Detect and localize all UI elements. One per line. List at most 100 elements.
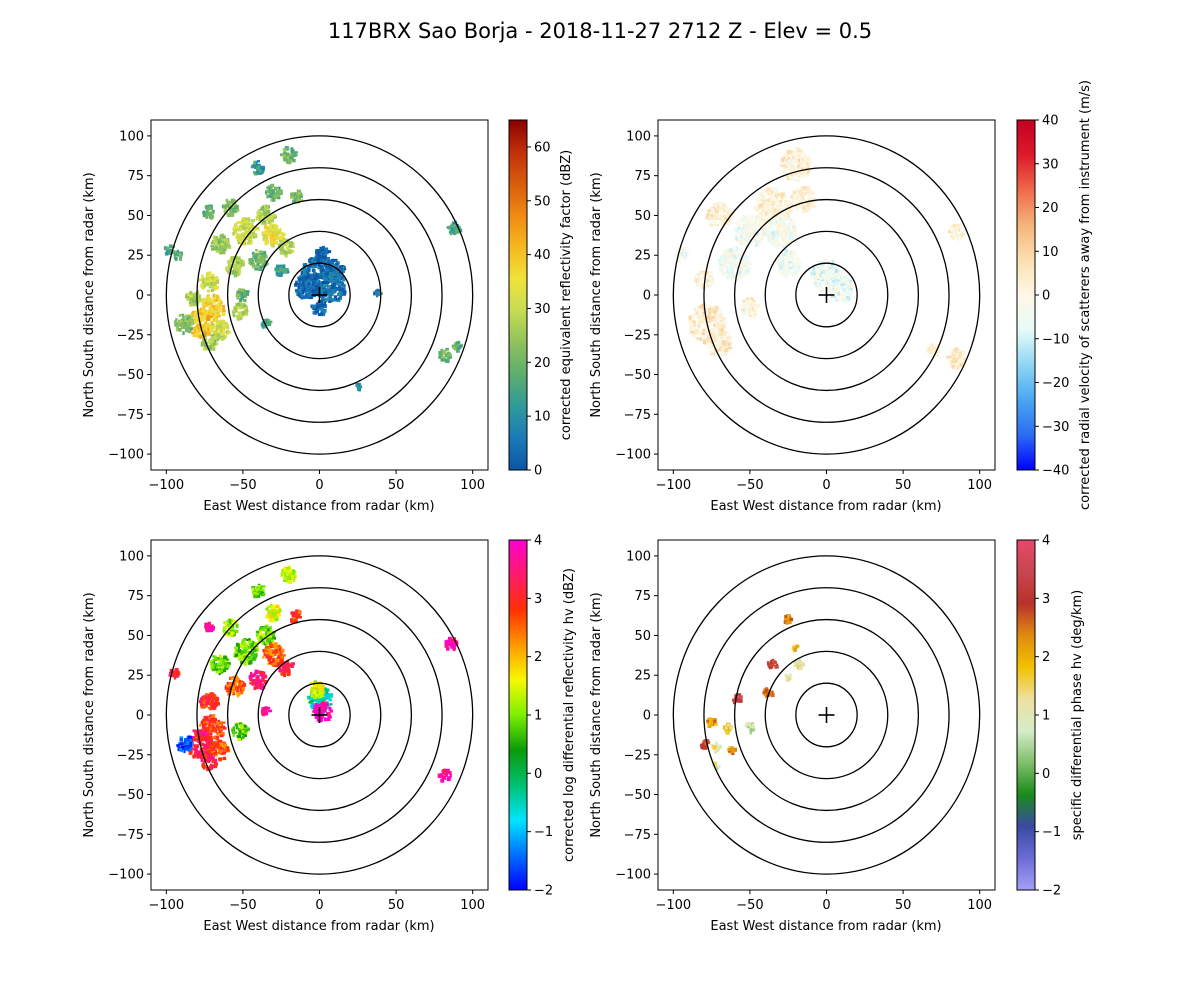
echo-cell	[176, 735, 194, 754]
range-ring	[733, 198, 920, 392]
colorbar-tick-label: 0	[1042, 767, 1050, 782]
y-tick-label: −25	[117, 328, 144, 343]
echo-cell	[274, 264, 290, 277]
y-tick-label: 25	[634, 249, 651, 264]
echo-cell	[231, 301, 249, 321]
colorbar-tick-label: −10	[1042, 332, 1069, 347]
echo-cell	[779, 147, 812, 182]
colorbar-tick-label: 10	[1042, 245, 1059, 260]
echo-cell	[290, 189, 304, 204]
echo-cell	[261, 222, 286, 248]
range-ring	[795, 262, 858, 328]
echo-cell	[744, 721, 756, 735]
x-tick-label: 50	[388, 898, 405, 913]
colorbar	[508, 119, 528, 471]
x-tick-label: 0	[822, 898, 830, 913]
colorbar-tick-label: −30	[1042, 420, 1069, 435]
range-ring	[196, 587, 443, 843]
echo-cell	[200, 753, 218, 772]
echo-cell	[783, 614, 794, 625]
colorbar-label: corrected equivalent reflectivity factor…	[559, 150, 574, 441]
y-tick-label: −50	[624, 788, 651, 803]
y-tick-label: 0	[643, 289, 651, 304]
colorbar-tick-label: 60	[534, 140, 551, 155]
echo-cell	[673, 247, 689, 263]
axis-ylabel: North South distance from radar (km)	[589, 592, 604, 837]
range-rings	[672, 135, 981, 455]
x-tick-label: 100	[967, 478, 992, 493]
range-rings	[165, 135, 474, 455]
echo-cell	[791, 644, 800, 653]
panel-differential-reflectivity: East West distance from radar (km) North…	[82, 568, 577, 934]
echo-cell	[260, 706, 273, 717]
echo-cell	[438, 347, 452, 363]
echo-cell	[209, 654, 231, 675]
x-tick-label: 50	[388, 478, 405, 493]
radar-echo-layer	[168, 565, 459, 783]
y-tick-label: −100	[615, 448, 651, 463]
range-ring	[764, 230, 889, 360]
echo-cell	[722, 722, 734, 735]
y-tick-label: 50	[127, 209, 144, 224]
range-rings	[672, 555, 981, 875]
echo-cell	[732, 693, 743, 705]
y-tick-label: 50	[127, 629, 144, 644]
echo-cell	[700, 739, 711, 750]
colorbar-tick-label: −2	[534, 884, 553, 899]
y-tick-label: 0	[643, 709, 651, 724]
echo-cell	[224, 675, 247, 698]
colorbar	[1016, 119, 1036, 471]
echo-cell	[233, 638, 259, 667]
y-tick-label: −25	[117, 748, 144, 763]
range-ring	[165, 135, 474, 455]
range-ring	[764, 650, 889, 780]
y-tick-label: −25	[624, 328, 651, 343]
echo-cell	[280, 565, 297, 584]
x-tick-label: 0	[315, 898, 323, 913]
y-tick-label: 0	[136, 709, 144, 724]
echo-cell	[174, 313, 195, 336]
echo-cell	[793, 658, 805, 671]
echo-cell	[198, 271, 220, 293]
echo-cell	[784, 673, 792, 682]
y-tick-label: −75	[117, 828, 144, 843]
echo-cell	[290, 609, 302, 624]
echo-cell	[232, 217, 260, 246]
range-ring	[733, 618, 920, 812]
radar-echo-layer	[163, 146, 463, 392]
y-tick-label: 50	[634, 629, 651, 644]
colorbar-tick-label: 3	[1042, 592, 1050, 607]
y-tick-label: −50	[117, 788, 144, 803]
echo-cell	[444, 636, 459, 651]
y-tick-label: 25	[127, 669, 144, 684]
y-tick-label: 75	[634, 589, 651, 604]
x-tick-label: −50	[736, 898, 763, 913]
echo-cell	[437, 768, 452, 783]
axis-xlabel: East West distance from radar (km)	[710, 919, 941, 934]
echo-cell	[168, 668, 181, 680]
panel-specific-differential-phase: East West distance from radar (km) North…	[589, 590, 1085, 934]
radar-echo-layer	[700, 614, 805, 771]
colorbar-label: specific differential phase hv (deg/km)	[1070, 590, 1085, 840]
echo-cell	[265, 604, 282, 623]
echo-cell	[255, 204, 277, 226]
range-ring	[672, 555, 981, 875]
colorbar-tick-label: −1	[1042, 825, 1061, 840]
echo-cell	[710, 741, 722, 754]
colorbar-tick-label: 3	[534, 592, 542, 607]
echo-cell	[209, 739, 231, 762]
y-tick-label: 75	[634, 169, 651, 184]
y-tick-label: 25	[127, 249, 144, 264]
echo-cell	[693, 270, 715, 290]
echo-cell	[733, 215, 766, 248]
x-tick-label: 50	[895, 478, 912, 493]
x-tick-label: −50	[229, 478, 256, 493]
panel-reflectivity: East West distance from radar (km) North…	[82, 150, 574, 514]
x-tick-label: 100	[967, 898, 992, 913]
x-tick-label: 0	[822, 478, 830, 493]
y-tick-label: 100	[626, 129, 651, 144]
echo-cell	[210, 233, 232, 255]
range-ring	[226, 198, 413, 392]
y-tick-label: −75	[624, 408, 651, 423]
